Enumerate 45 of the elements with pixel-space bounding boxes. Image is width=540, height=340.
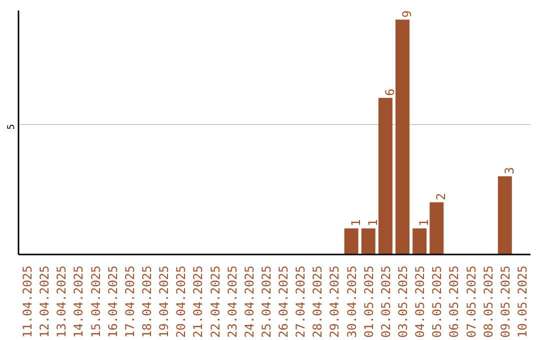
x-tick-label: 09.05.2025 — [498, 265, 512, 338]
bar — [396, 20, 410, 254]
x-tick-label: 16.04.2025 — [106, 265, 120, 338]
data-label: 3 — [502, 166, 516, 174]
x-tick-label: 22.04.2025 — [208, 265, 222, 338]
bar — [412, 228, 427, 254]
data-label: 1 — [417, 219, 432, 226]
x-tick-label: 15.04.2025 — [88, 265, 103, 338]
x-tick-label: 30.04.2025 — [344, 265, 359, 338]
x-tick-label: 08.05.2025 — [481, 265, 496, 338]
data-label: 2 — [434, 193, 448, 200]
x-tick-label: 29.04.2025 — [328, 265, 342, 338]
x-tick-label: 03.05.2025 — [396, 265, 410, 338]
x-tick-label: 04.05.2025 — [413, 265, 428, 338]
x-tick-label: 01.05.2025 — [362, 265, 376, 338]
data-label: 1 — [348, 219, 363, 226]
x-tick-label: 17.04.2025 — [122, 265, 137, 338]
x-tick-label: 26.04.2025 — [276, 265, 291, 338]
x-tick-label: 20.04.2025 — [174, 265, 188, 338]
x-tick-label: 05.05.2025 — [430, 265, 444, 338]
x-tick-label: 21.04.2025 — [191, 265, 206, 338]
bar — [430, 202, 444, 254]
x-tick-label: 25.04.2025 — [259, 265, 274, 338]
x-tick-label: 14.04.2025 — [72, 265, 86, 338]
x-tick-label: 10.05.2025 — [515, 265, 530, 338]
x-tick-label: 06.05.2025 — [447, 265, 462, 338]
bar — [498, 176, 512, 254]
x-tick-label: 12.04.2025 — [38, 265, 52, 338]
x-tick-label: 02.05.2025 — [378, 265, 393, 338]
x-tick-label: 28.04.2025 — [310, 265, 325, 338]
x-tick-label: 19.04.2025 — [157, 265, 172, 338]
x-tick-label: 11.04.2025 — [20, 265, 35, 338]
x-tick-label: 13.04.2025 — [54, 265, 69, 338]
y-tick-label: 5 — [6, 124, 17, 130]
data-label: 6 — [382, 88, 397, 96]
x-tick-label: 27.04.2025 — [294, 265, 308, 338]
bar — [361, 228, 376, 254]
bar — [378, 98, 392, 254]
data-label: 1 — [366, 219, 380, 226]
x-tick-label: 07.05.2025 — [464, 265, 478, 338]
x-tick-label: 18.04.2025 — [140, 265, 154, 338]
x-tick-label: 24.04.2025 — [242, 265, 256, 338]
data-label: 9 — [400, 10, 414, 18]
x-tick-label: 23.04.2025 — [225, 265, 240, 338]
bar — [344, 228, 358, 254]
